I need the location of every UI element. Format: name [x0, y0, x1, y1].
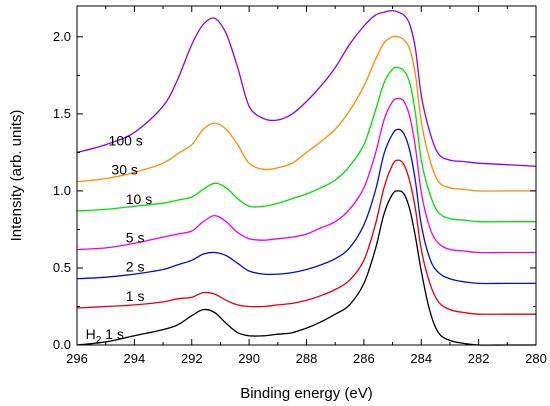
- series-label-layer: H2 1 s 1 s 2 s 5 s 10 s 30 s 100 s: [86, 132, 153, 346]
- y-axis-title: Intensity (arb. units): [8, 110, 25, 242]
- series-layer: [76, 9, 537, 346]
- y-tick-label: 2.0: [53, 29, 71, 44]
- series-label: 2 s: [126, 259, 145, 275]
- y-tick-label: 0.0: [53, 337, 71, 352]
- x-tick-label: 288: [296, 351, 318, 366]
- series-line: [76, 159, 536, 315]
- series-line: [76, 9, 537, 167]
- x-tick-label: 282: [468, 351, 490, 366]
- series-label: H2 1 s: [86, 326, 124, 346]
- series-line: [76, 66, 536, 223]
- series-label: 30 s: [111, 162, 137, 178]
- series-label: 5 s: [126, 229, 145, 245]
- x-tick-label: 286: [353, 351, 375, 366]
- x-tick-label: 290: [238, 351, 260, 366]
- x-tick-label: 284: [410, 351, 432, 366]
- y-tick-label: 1.0: [53, 183, 71, 198]
- y-tick-label: 1.5: [53, 106, 71, 121]
- x-tick-label: 294: [124, 351, 146, 366]
- series-line: [76, 35, 536, 192]
- y-tick-label: 0.5: [53, 260, 71, 275]
- x-tick-label: 292: [181, 351, 203, 366]
- x-tick-label: 280: [525, 351, 547, 366]
- x-axis-title: Binding energy (eV): [240, 385, 373, 402]
- series-label: 100 s: [109, 132, 143, 148]
- series-label: 10 s: [126, 191, 152, 207]
- plot-frame: [76, 5, 537, 346]
- series-label: 1 s: [126, 288, 145, 304]
- tick-layer: 296 294 292 290 288 286 284 282 280 0.0 0.5 1.0 1.5 2…: [53, 6, 547, 366]
- series-line: [76, 97, 536, 254]
- series-line: [76, 128, 536, 285]
- series-line: [76, 190, 536, 346]
- x-tick-label: 296: [66, 351, 88, 366]
